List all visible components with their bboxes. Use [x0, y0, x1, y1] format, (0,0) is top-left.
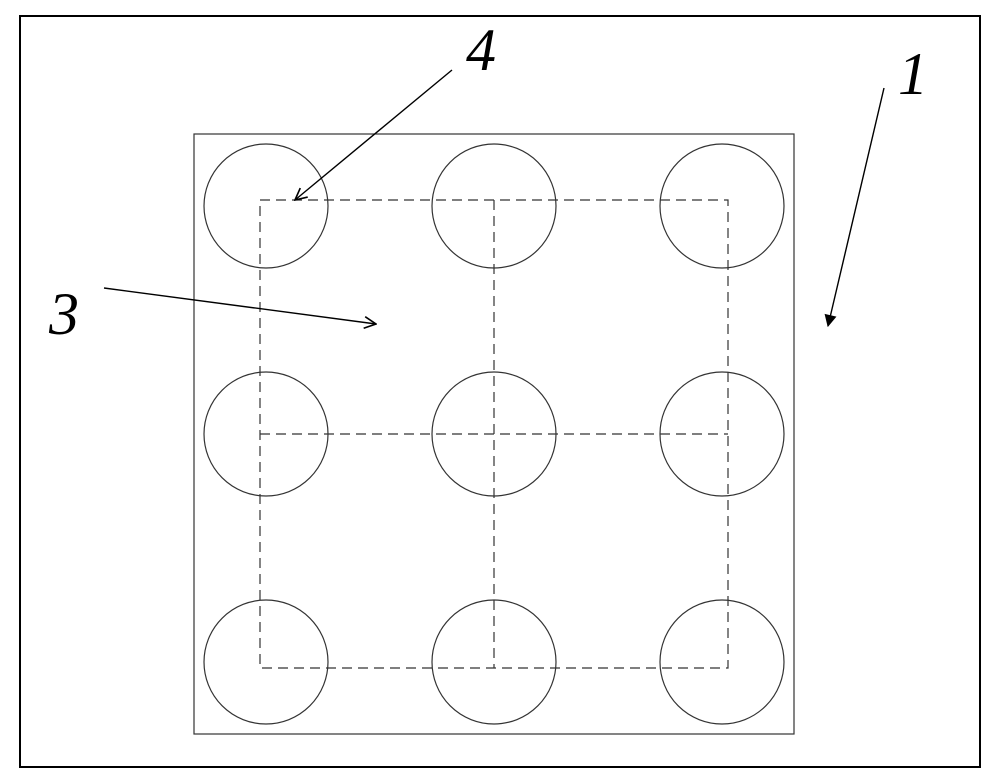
leader-line-label-3 [104, 288, 376, 324]
circle-2 [660, 144, 784, 268]
leader-line-label-1 [828, 88, 884, 326]
outer-frame [20, 16, 980, 767]
circle-0 [204, 144, 328, 268]
label-3: 3 [49, 280, 79, 349]
diagram-canvas [0, 0, 1000, 783]
circle-8 [660, 600, 784, 724]
label-4: 4 [466, 16, 496, 85]
leader-line-label-4 [295, 70, 452, 200]
circle-6 [204, 600, 328, 724]
label-1: 1 [898, 40, 928, 109]
